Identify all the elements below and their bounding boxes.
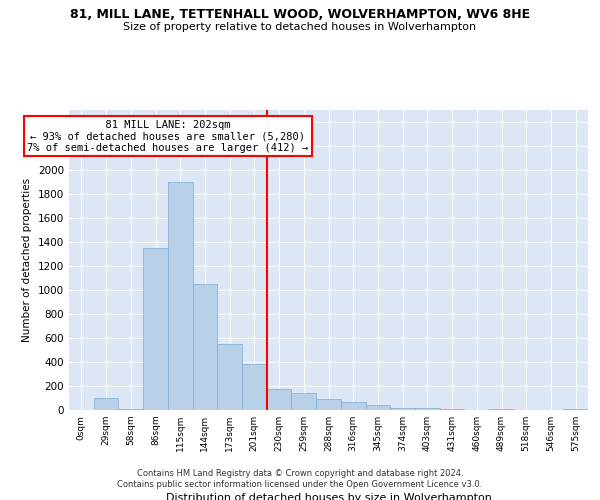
Bar (563, 408, 588, 410)
Bar (168, 182, 193, 410)
Bar (390, 408, 415, 410)
Bar (143, 248, 168, 410)
Bar (489, 408, 514, 410)
Bar (267, 389, 292, 410)
Text: 81, MILL LANE, TETTENHALL WOOD, WOLVERHAMPTON, WV6 8HE: 81, MILL LANE, TETTENHALL WOOD, WOLVERHA… (70, 8, 530, 20)
Y-axis label: Number of detached properties: Number of detached properties (22, 178, 32, 342)
Bar (341, 402, 365, 410)
Text: Contains HM Land Registry data © Crown copyright and database right 2024.: Contains HM Land Registry data © Crown c… (137, 468, 463, 477)
Bar (440, 408, 464, 410)
Bar (94, 398, 118, 410)
Bar (193, 284, 217, 410)
Text: Contains public sector information licensed under the Open Government Licence v3: Contains public sector information licen… (118, 480, 482, 489)
Text: 81 MILL LANE: 202sqm  
← 93% of detached houses are smaller (5,280)
7% of semi-d: 81 MILL LANE: 202sqm ← 93% of detached h… (27, 120, 308, 153)
Bar (242, 364, 267, 410)
Bar (415, 408, 440, 410)
Bar (365, 404, 390, 410)
Bar (316, 399, 341, 410)
Bar (292, 392, 316, 410)
Bar (217, 344, 242, 410)
Text: Size of property relative to detached houses in Wolverhampton: Size of property relative to detached ho… (124, 22, 476, 32)
X-axis label: Distribution of detached houses by size in Wolverhampton: Distribution of detached houses by size … (166, 493, 491, 500)
